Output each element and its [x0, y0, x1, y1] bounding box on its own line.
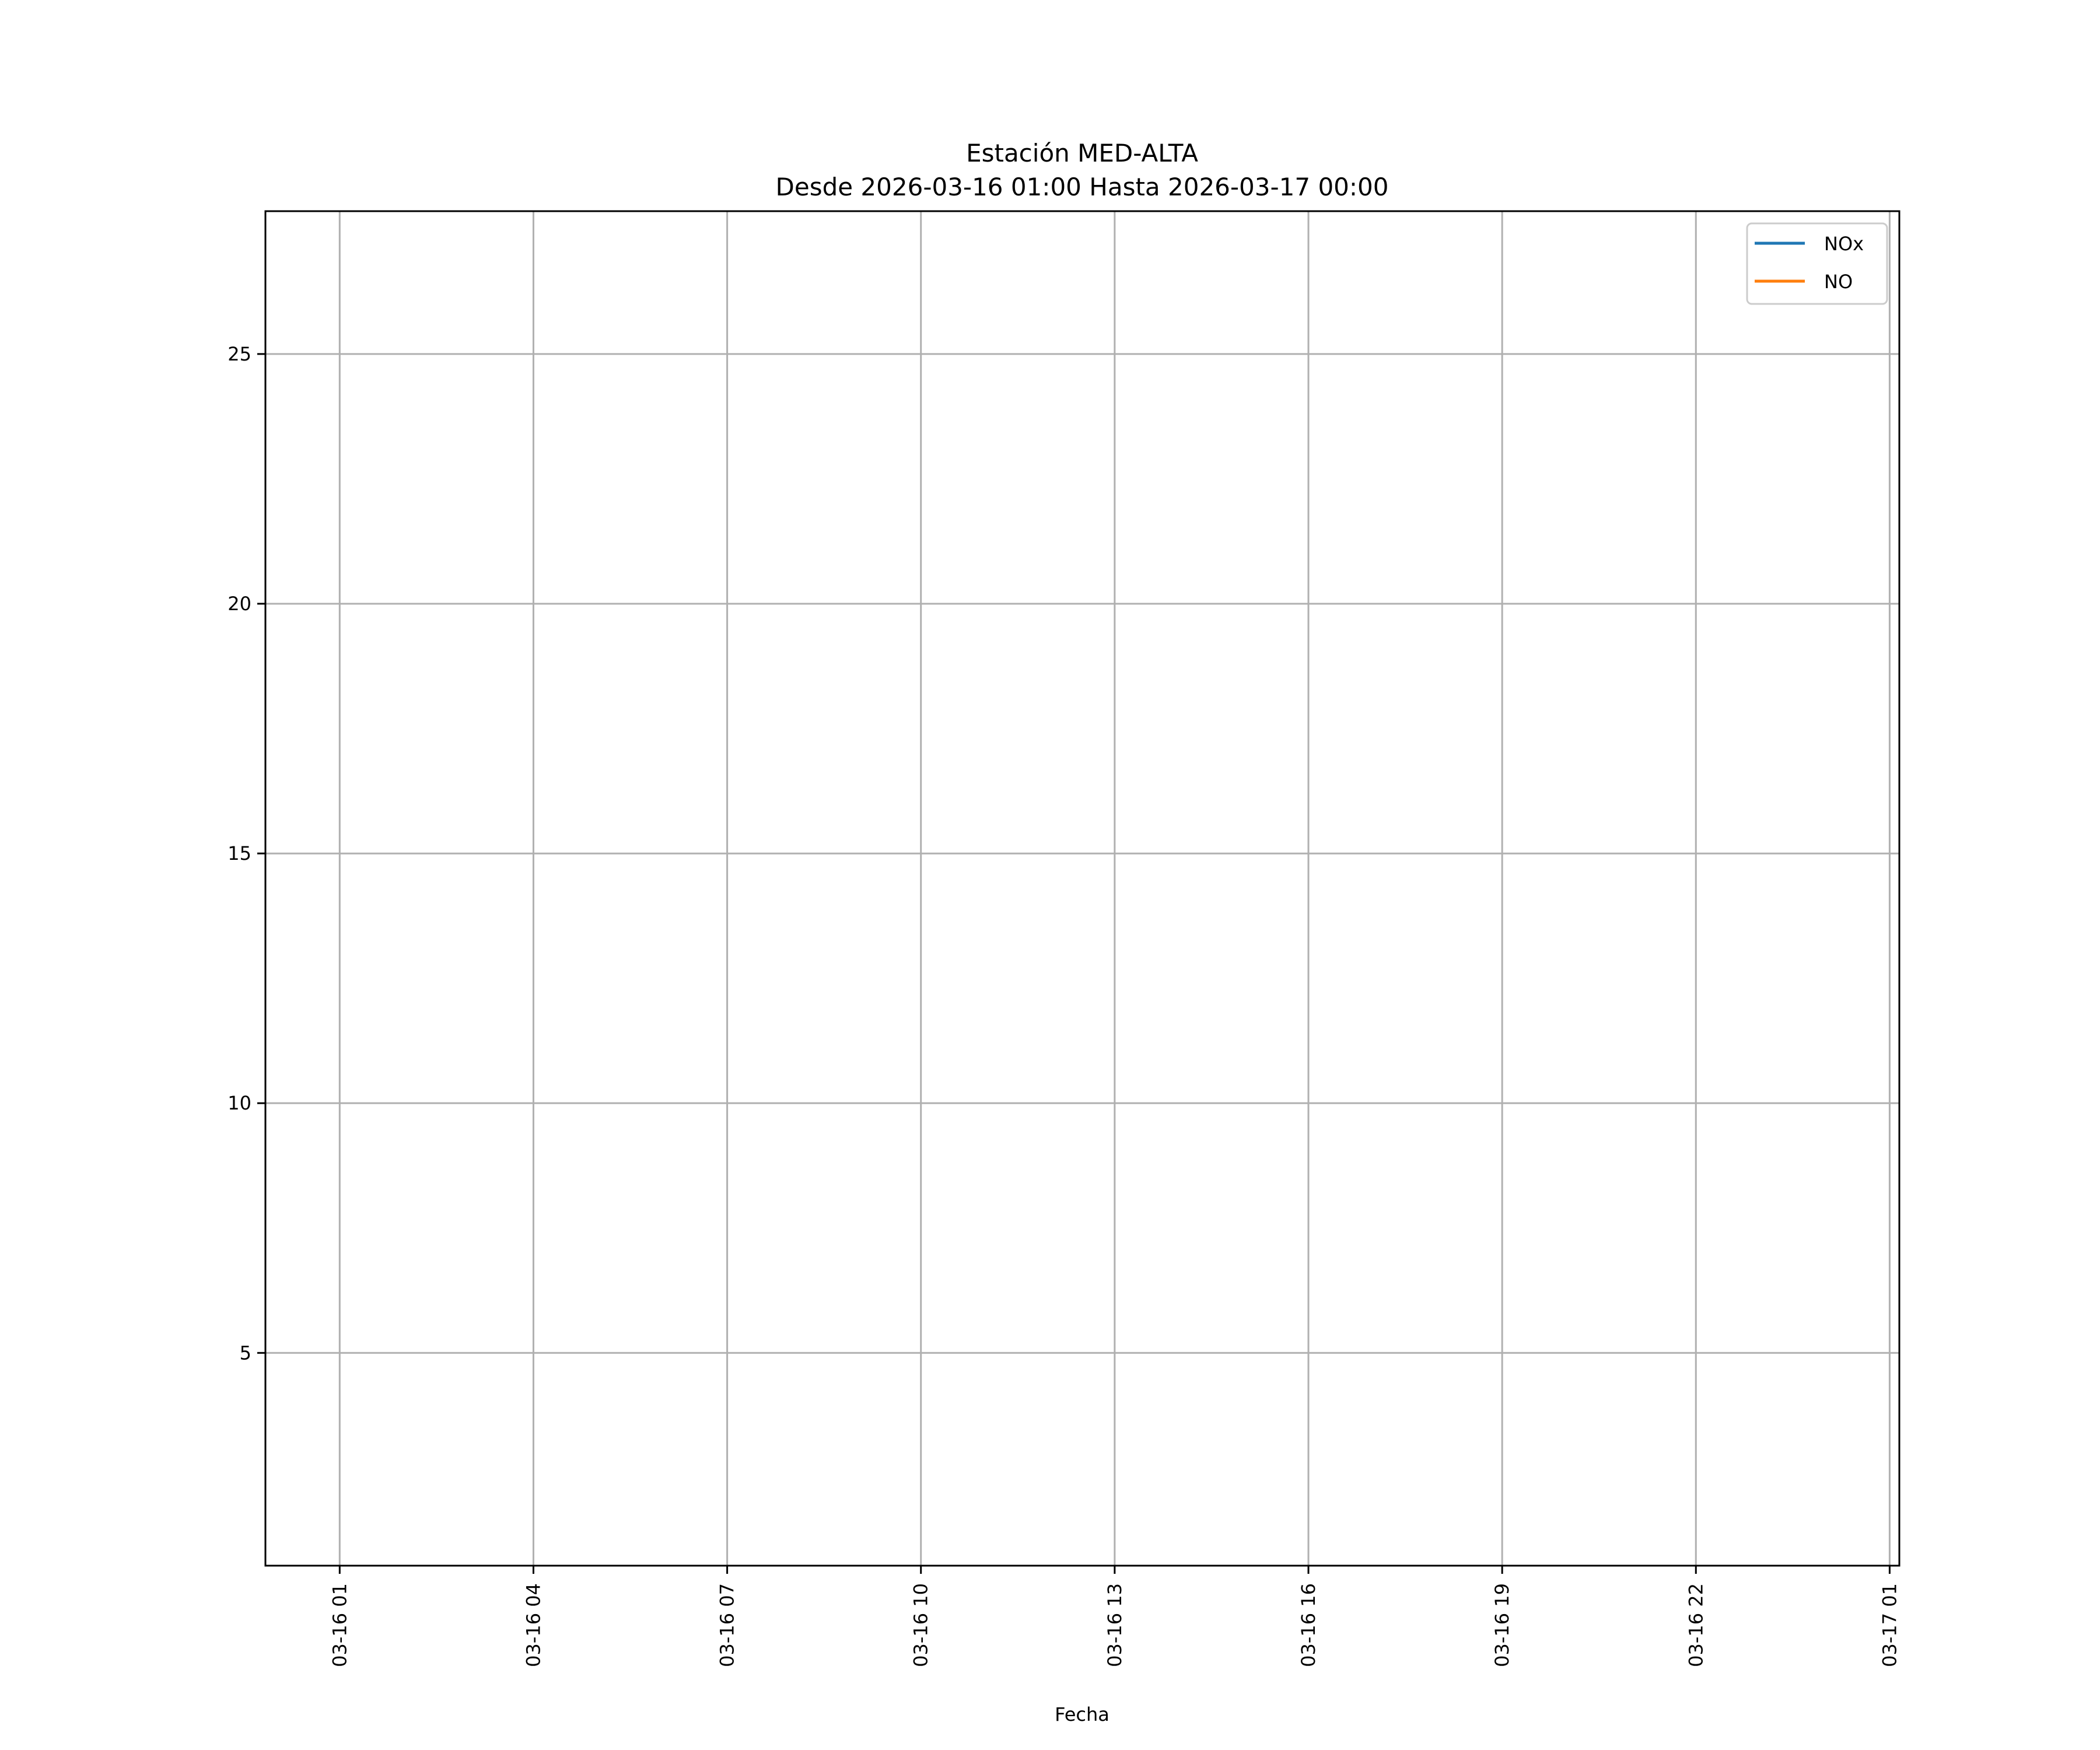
- chart-title: Estación MED-ALTA: [966, 139, 1198, 167]
- x-tick-label: 03-16 16: [1297, 1583, 1320, 1667]
- y-tick-label: 5: [240, 1342, 251, 1364]
- y-tick-label: 25: [228, 343, 251, 365]
- legend: NOx NO: [1746, 222, 1888, 305]
- x-tick-label: 03-16 13: [1104, 1583, 1126, 1667]
- y-tick-label: 20: [228, 593, 251, 615]
- ticks: 03-16 01 03-16 04 03-16 07 03-16 10 03-16 13…: [228, 343, 1901, 1667]
- legend-box: [1746, 222, 1888, 305]
- axes-frame: [264, 210, 1901, 1567]
- x-tick-label: 03-16 04: [522, 1583, 544, 1667]
- x-tick-label: 03-16 10: [910, 1583, 932, 1667]
- x-tick-label: 03-16 22: [1685, 1583, 1707, 1667]
- x-tick-label: 03-16 07: [716, 1583, 738, 1667]
- x-tick-label: 03-16 01: [328, 1583, 351, 1667]
- chart-subtitle: Desde 2026-03-16 01:00 Hasta 2026-03-17 …: [776, 173, 1389, 201]
- y-tick-label: 10: [228, 1092, 251, 1114]
- y-tick-label: 15: [228, 842, 251, 864]
- grid: [265, 211, 1899, 1566]
- x-tick-label: 03-17 01: [1878, 1583, 1901, 1667]
- plot-area: [265, 211, 1899, 1566]
- x-tick-label: 03-16 19: [1491, 1583, 1513, 1667]
- x-axis-label: Fecha: [1055, 1703, 1110, 1726]
- legend-label-nox: NOx: [1824, 233, 1864, 255]
- legend-label-no: NO: [1824, 271, 1853, 293]
